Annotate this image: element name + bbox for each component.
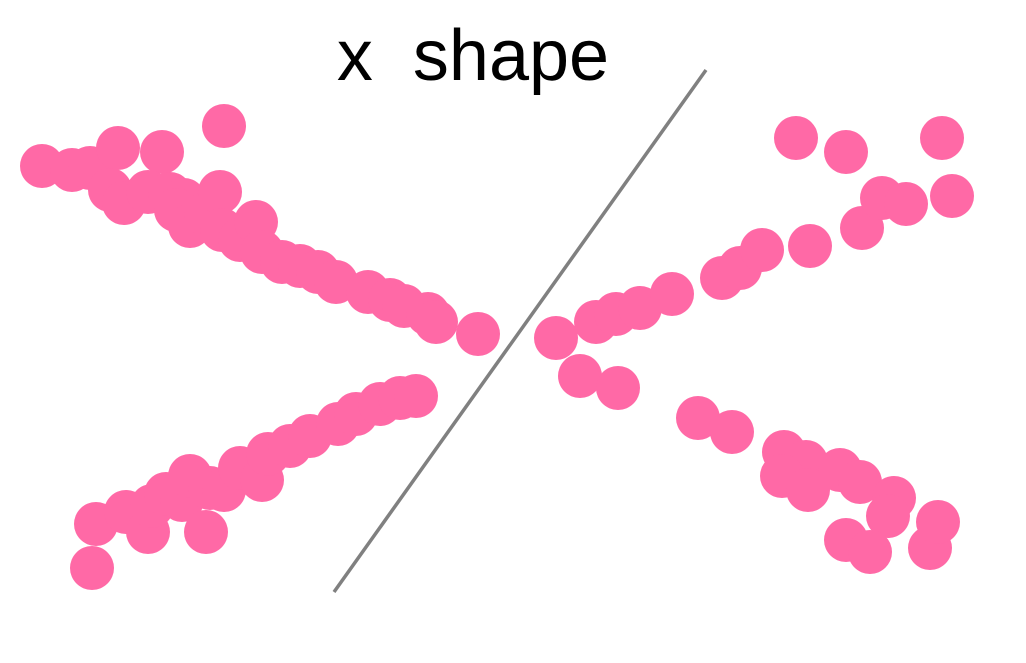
scatter-point — [786, 468, 830, 512]
scatter-point — [848, 530, 892, 574]
scatter-point — [70, 546, 114, 590]
scatter-point — [838, 460, 882, 504]
scatter-point — [596, 366, 640, 410]
scatter-point — [414, 300, 458, 344]
scatter-point — [456, 312, 500, 356]
scatter-point — [866, 494, 910, 538]
scatter-point — [650, 272, 694, 316]
scatter-point — [198, 170, 242, 214]
scatter-point — [824, 130, 868, 174]
chart-title: x shape — [336, 16, 610, 96]
scatter-point — [558, 354, 602, 398]
scatter-point — [96, 126, 140, 170]
scatter-point — [710, 410, 754, 454]
scatter-point — [202, 104, 246, 148]
scatter-point — [920, 116, 964, 160]
scatter-point — [184, 510, 228, 554]
scatter-point — [884, 182, 928, 226]
scatter-point — [394, 374, 438, 418]
scatter-point — [774, 116, 818, 160]
separator-line — [332, 68, 708, 594]
scatter-point — [930, 174, 974, 218]
scatter-point — [534, 316, 578, 360]
scatter-point — [788, 224, 832, 268]
scatter-point — [916, 500, 960, 544]
scatter-point — [140, 130, 184, 174]
scatter-point — [740, 228, 784, 272]
scatter-point — [676, 396, 720, 440]
